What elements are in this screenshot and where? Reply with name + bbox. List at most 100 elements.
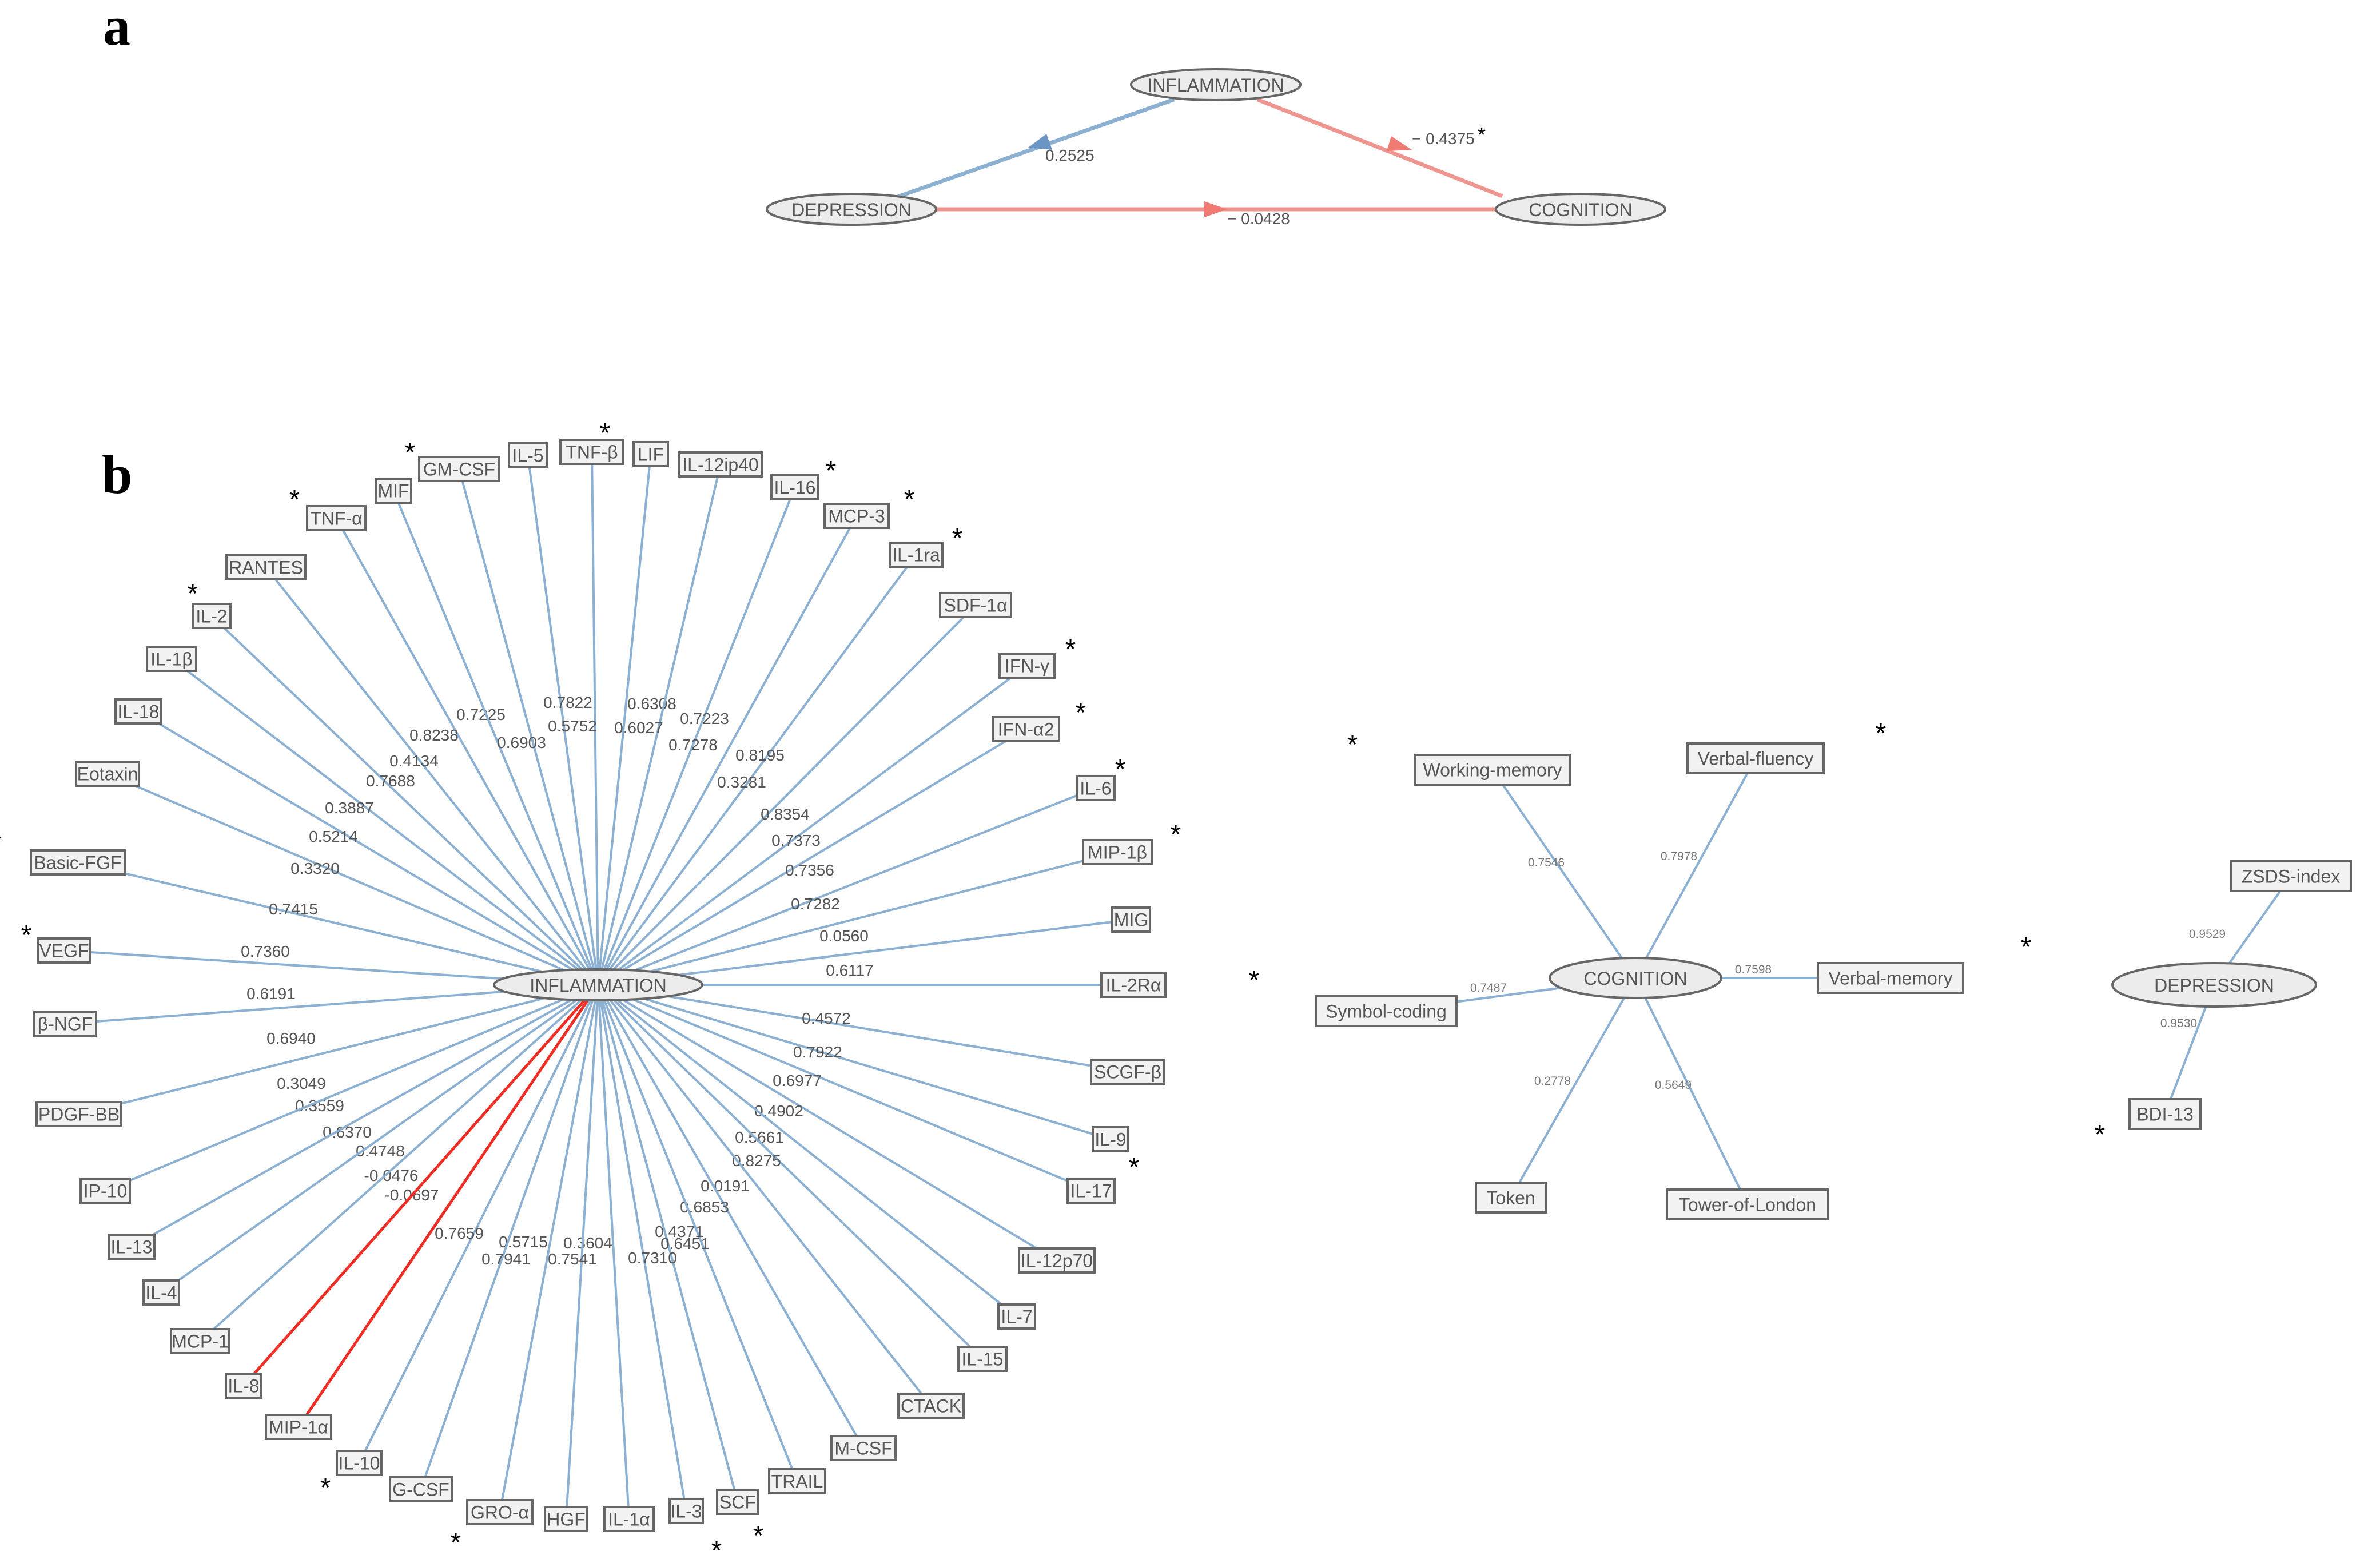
loading-label-mcp-3: 0.7278 [668, 736, 718, 754]
indicator-box-bdi-13 [2128, 1098, 2202, 1130]
inflammation-indicators: GM-CSF* IL-5 TNF-β*LIF IL-12ip40IL-16*MCP-3… [0, 418, 1181, 1563]
loading-label-mif: 0.6903 [497, 734, 546, 751]
loading-edge-ifn [597, 665, 1028, 986]
loading-label-hgf: 0.7541 [548, 1250, 597, 1268]
loading-edge-il-3 [597, 984, 687, 1512]
loading-label-il-12p70: 0.4902 [754, 1102, 803, 1120]
loading-label-il-7: 0.5661 [735, 1128, 784, 1146]
loading-edge-token [1510, 977, 1637, 1198]
loading-edge-sdf-1 [597, 604, 977, 986]
node-label-cognition-latent: COGNITION [1583, 968, 1687, 989]
indicator-label-ifn-2: IFN-α2 [998, 719, 1054, 740]
indicator-box-il-3 [668, 1498, 704, 1524]
indicator-box-il-4 [142, 1279, 180, 1306]
significance-star: * [1249, 965, 1260, 996]
indicator-box-mip-1 [265, 1414, 332, 1440]
loading-label-bdi-13: 0.9530 [2160, 1017, 2197, 1030]
indicator-label-mif: MIF [377, 481, 409, 502]
indicator-label-g-csf: G-CSF [392, 1480, 449, 1500]
indicator-label-ip-10: IP-10 [83, 1181, 127, 1202]
loading-edge-il-12p70 [597, 984, 1058, 1262]
arrow-inflammation-cognition [1387, 136, 1412, 151]
loading-label-ip-10: 0.3049 [277, 1075, 326, 1092]
loading-edge-g-csf [420, 984, 599, 1490]
indicator-box-il-18 [114, 698, 162, 725]
indicator-label-tnf: TNF-β [566, 442, 618, 463]
indicator-label-vegf: VEGF [39, 941, 89, 961]
indicator-label-scf: SCF [719, 1492, 756, 1513]
loading-label-il-12ip40: 0.6027 [614, 719, 663, 737]
loading-label-ifn-2: 0.7373 [771, 832, 821, 849]
indicator-label-il-1ra: IL-1ra [892, 545, 940, 566]
significance-star: * [600, 418, 611, 448]
edge-label-inflammation-depression: 0.2525 [1045, 146, 1095, 164]
loading-label-vegf: 0.7360 [241, 942, 290, 960]
indicator-box-il-5 [508, 442, 548, 468]
loading-edge-il-12ip40 [597, 464, 722, 985]
loading-label-symbol-coding: 0.7487 [1470, 981, 1507, 995]
indicator-box-mcp-1 [170, 1328, 230, 1354]
node-label-depression: DEPRESSION [791, 200, 912, 220]
significance-star: * [753, 1521, 764, 1551]
indicator-label-token: Token [1486, 1188, 1535, 1208]
node-label-cognition: COGNITION [1529, 200, 1632, 220]
significance-star: * [1129, 1152, 1140, 1183]
node-inflammation [1130, 68, 1302, 101]
indicator-label-tower-of-london: Tower-of-London [1679, 1195, 1816, 1215]
indicator-label-symbol-coding: Symbol-coding [1326, 1001, 1447, 1022]
arrow-inflammation-depression [1028, 134, 1052, 150]
significance-star: * [451, 1528, 461, 1558]
loading-edge-gro [499, 984, 599, 1513]
loading-edge-il-1 [597, 984, 630, 1520]
loading-label-scgf: 0.4572 [802, 1009, 851, 1027]
loading-label-verbal-memory: 0.7598 [1735, 963, 1772, 976]
indicator-box-scf [716, 1489, 759, 1515]
loading-edge-il-10 [358, 984, 599, 1463]
indicator-label-gro: GRO-α [471, 1502, 529, 1523]
loading-label-ngf: 0.6191 [246, 985, 296, 1003]
indicator-label-gm-csf: GM-CSF [423, 459, 495, 480]
indicator-box-lif [632, 441, 669, 467]
loading-label-il-18: 0.5214 [309, 828, 358, 845]
significance-star: * [405, 438, 416, 468]
loading-edge-il-9 [598, 984, 1111, 1140]
indicator-label-working-memory: Working-memory [1423, 760, 1562, 781]
loading-label-zsds-index: 0.9529 [2189, 928, 2226, 941]
indicator-box-gro [466, 1499, 534, 1525]
indicator-label-mip-1: MIP-1α [269, 1417, 328, 1438]
indicator-label-il-6: IL-6 [1080, 778, 1111, 799]
arrow-depression-cognition [1204, 201, 1227, 217]
node-label-depression-latent: DEPRESSION [2154, 975, 2274, 996]
significance-star: * [320, 1473, 331, 1503]
indicator-box-m-csf [830, 1435, 897, 1461]
loading-edge-pdgf-bb [78, 984, 599, 1115]
inflammation-loadings: 0.7225 0.7822 0.5752 0.6308 0.6027 0.7223 0.72… [63, 451, 1133, 1520]
indicator-box-tower-of-london [1666, 1188, 1829, 1220]
indicator-box-pdgf-bb [35, 1101, 122, 1127]
loading-label-lif: 0.6308 [627, 695, 676, 713]
loading-label-il-2: 0.7688 [366, 772, 415, 790]
loading-label-sdf-1: 0.3281 [717, 773, 766, 791]
loading-label-pdgf-bb: 0.6940 [266, 1029, 316, 1047]
edge-inflammation-depression [895, 97, 1175, 200]
indicator-box-tnf [559, 439, 624, 465]
loading-label-il-10: 0.7659 [435, 1224, 484, 1242]
indicator-box-il-2r [1100, 972, 1167, 998]
loading-edge-gm-csf [458, 468, 599, 985]
indicator-label-il-2r: IL-2Rα [1106, 975, 1161, 996]
indicator-label-il-12p70: IL-12p70 [1021, 1251, 1093, 1271]
loading-label-tnf: 0.5752 [548, 717, 597, 735]
edge-label-inflammation-cognition: − 0.4375 [1412, 130, 1475, 148]
loading-edge-hgf [565, 984, 599, 1520]
loading-label-il-13: 0.3559 [295, 1097, 344, 1115]
loading-edge-mcp-3 [597, 515, 858, 985]
indicator-box-il-2 [192, 603, 232, 629]
loading-edge-ifn-2 [597, 728, 1027, 986]
indicator-box-verbal-memory [1817, 962, 1964, 994]
indicator-label-il-1: IL-1β [150, 649, 193, 670]
panel-label-b: b [102, 444, 132, 505]
indicator-label-bdi-13: BDI-13 [2136, 1104, 2194, 1125]
indicator-box-ifn [998, 653, 1056, 679]
loading-label-ctack: 0.0191 [701, 1177, 750, 1195]
